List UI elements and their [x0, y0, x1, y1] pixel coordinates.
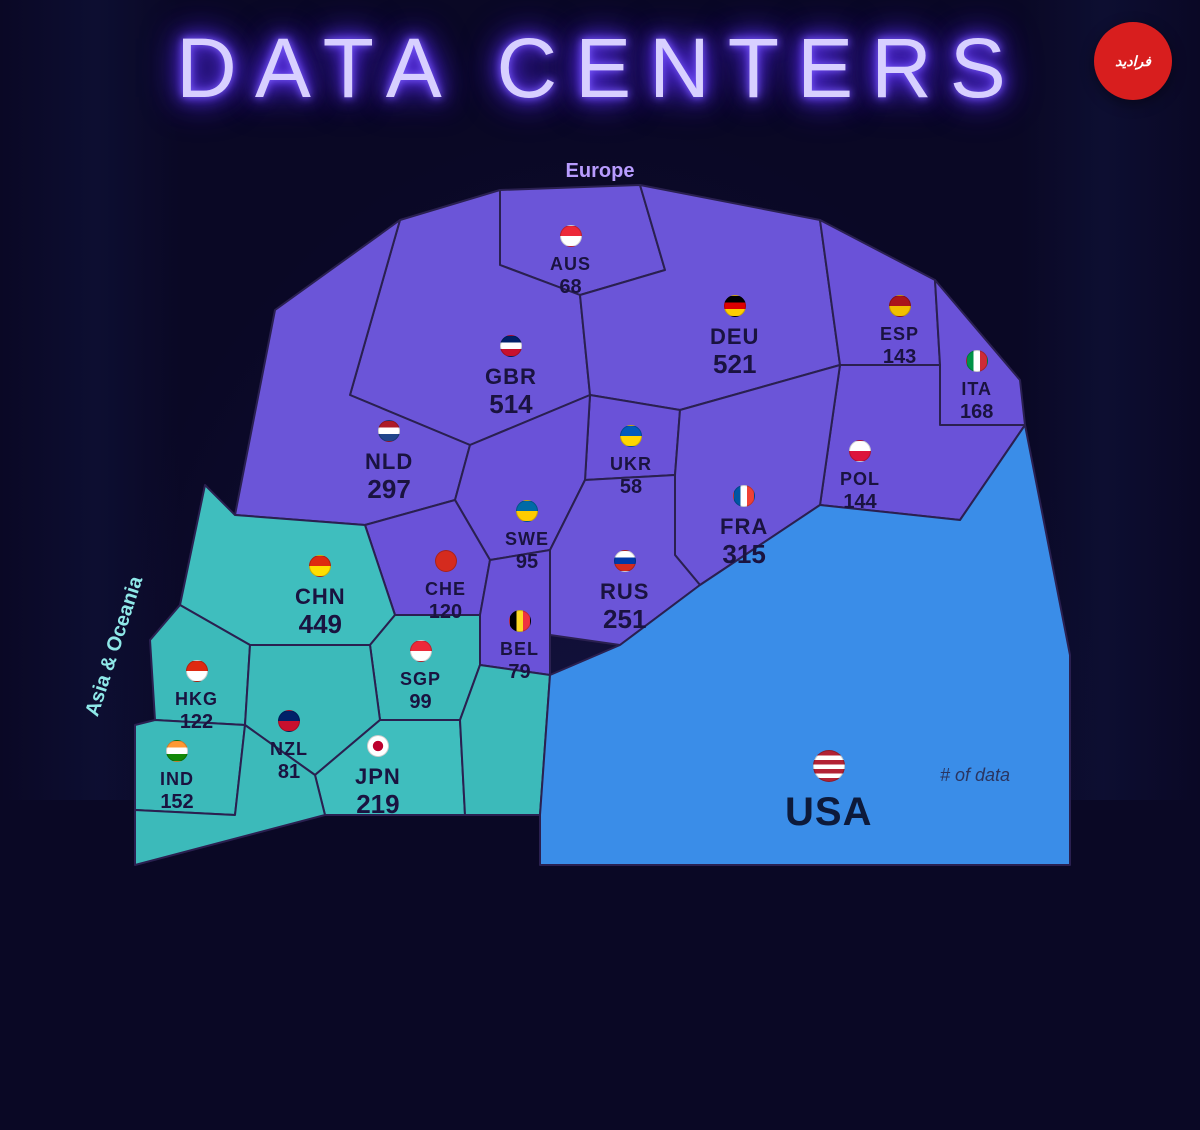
cell-sgp — [370, 615, 480, 720]
voronoi-svg — [120, 165, 1080, 1125]
logo-text: فرادید — [1115, 53, 1151, 70]
voronoi-chart: Europe Asia & Oceania AUS68GBR514DEU521E… — [120, 165, 1080, 1125]
cell-ukr — [585, 395, 680, 480]
region-label-europe: Europe — [566, 160, 635, 183]
cell-ind — [135, 720, 245, 815]
cell-ita — [935, 280, 1025, 425]
logo-badge: فرادید — [1094, 22, 1172, 100]
cell-esp — [820, 220, 940, 365]
main-title: DATA CENTERS — [176, 20, 1024, 117]
cell-bel — [480, 550, 550, 675]
footnote: # of data — [940, 765, 1010, 786]
cell-asia-extra2 — [460, 665, 550, 815]
